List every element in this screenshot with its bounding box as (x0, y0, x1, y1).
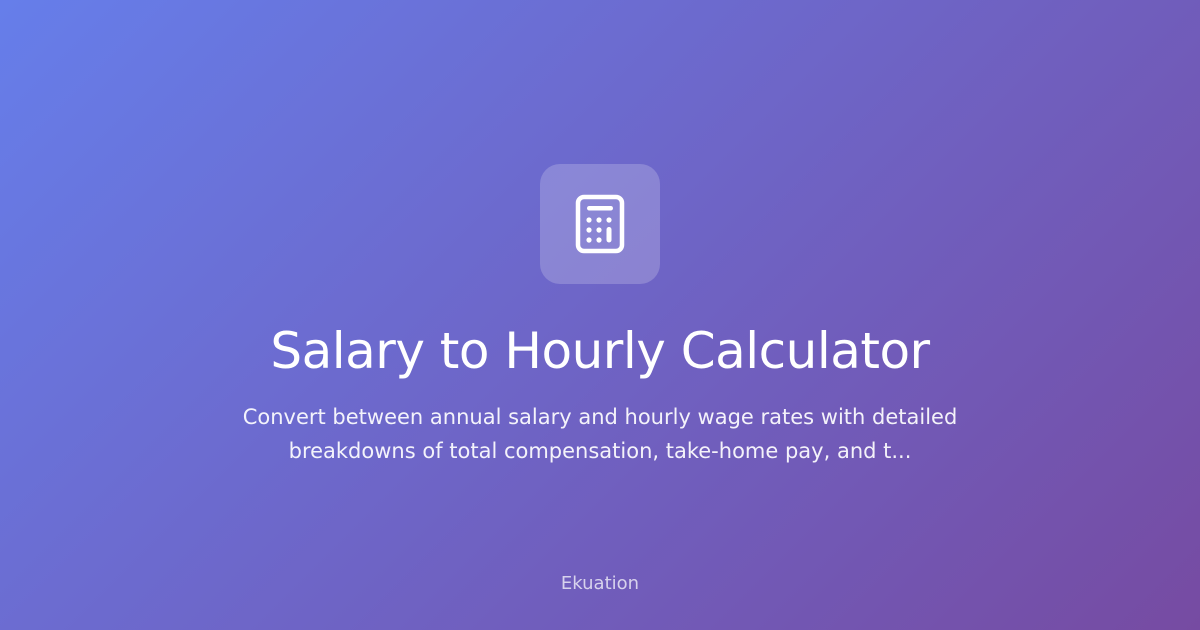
page-description: Convert between annual salary and hourly… (242, 405, 958, 463)
page-title: Salary to Hourly Calculator (270, 322, 930, 380)
icon-container (540, 164, 660, 284)
calculator-icon (575, 194, 625, 254)
brand-name: Ekuation (560, 573, 640, 594)
